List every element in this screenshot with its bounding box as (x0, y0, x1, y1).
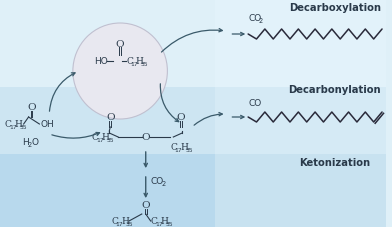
Text: O: O (142, 133, 150, 142)
Text: 35: 35 (20, 124, 27, 129)
Text: O: O (27, 103, 36, 112)
Text: 17: 17 (155, 221, 163, 226)
Bar (0, 154, 386, 227)
Text: C: C (151, 217, 158, 225)
Text: CO: CO (248, 13, 261, 22)
Text: CO: CO (248, 98, 261, 107)
Text: C: C (126, 57, 133, 66)
Text: 17: 17 (9, 124, 17, 129)
Text: 35: 35 (141, 62, 149, 67)
Text: H: H (15, 120, 23, 129)
Text: Ketonization: Ketonization (299, 157, 370, 167)
Text: C: C (92, 133, 98, 142)
Text: 35: 35 (185, 147, 193, 152)
Text: OH: OH (40, 120, 54, 129)
Text: CO: CO (151, 177, 164, 186)
Text: H: H (121, 217, 129, 225)
Bar (215, 154, 386, 227)
Text: H: H (136, 57, 144, 66)
Text: 17: 17 (131, 62, 138, 67)
Text: O: O (142, 201, 150, 210)
Text: 17: 17 (96, 137, 104, 142)
Text: C: C (111, 217, 118, 225)
Text: C: C (5, 120, 12, 129)
Text: O: O (116, 39, 124, 48)
Text: O: O (177, 113, 185, 122)
Text: O: O (31, 138, 38, 147)
Bar (0, 88, 386, 169)
Text: C: C (171, 143, 177, 152)
Text: H: H (160, 217, 169, 225)
Text: 2: 2 (259, 17, 263, 23)
Bar (215, 0, 386, 154)
Bar (215, 88, 386, 154)
Text: 35: 35 (126, 221, 134, 226)
Text: 2: 2 (162, 181, 166, 187)
Text: Decarboxylation: Decarboxylation (289, 3, 381, 13)
Text: 17: 17 (116, 221, 123, 226)
Text: H: H (180, 143, 188, 152)
Text: 35: 35 (165, 221, 173, 226)
Text: Decarbonylation: Decarbonylation (289, 85, 381, 95)
Circle shape (73, 24, 167, 119)
Text: H: H (22, 138, 28, 147)
Text: 35: 35 (106, 137, 114, 142)
Text: 17: 17 (175, 147, 183, 152)
Text: HO: HO (94, 57, 108, 66)
Text: O: O (106, 113, 114, 122)
Text: 2: 2 (27, 142, 32, 148)
Text: H: H (102, 133, 109, 142)
